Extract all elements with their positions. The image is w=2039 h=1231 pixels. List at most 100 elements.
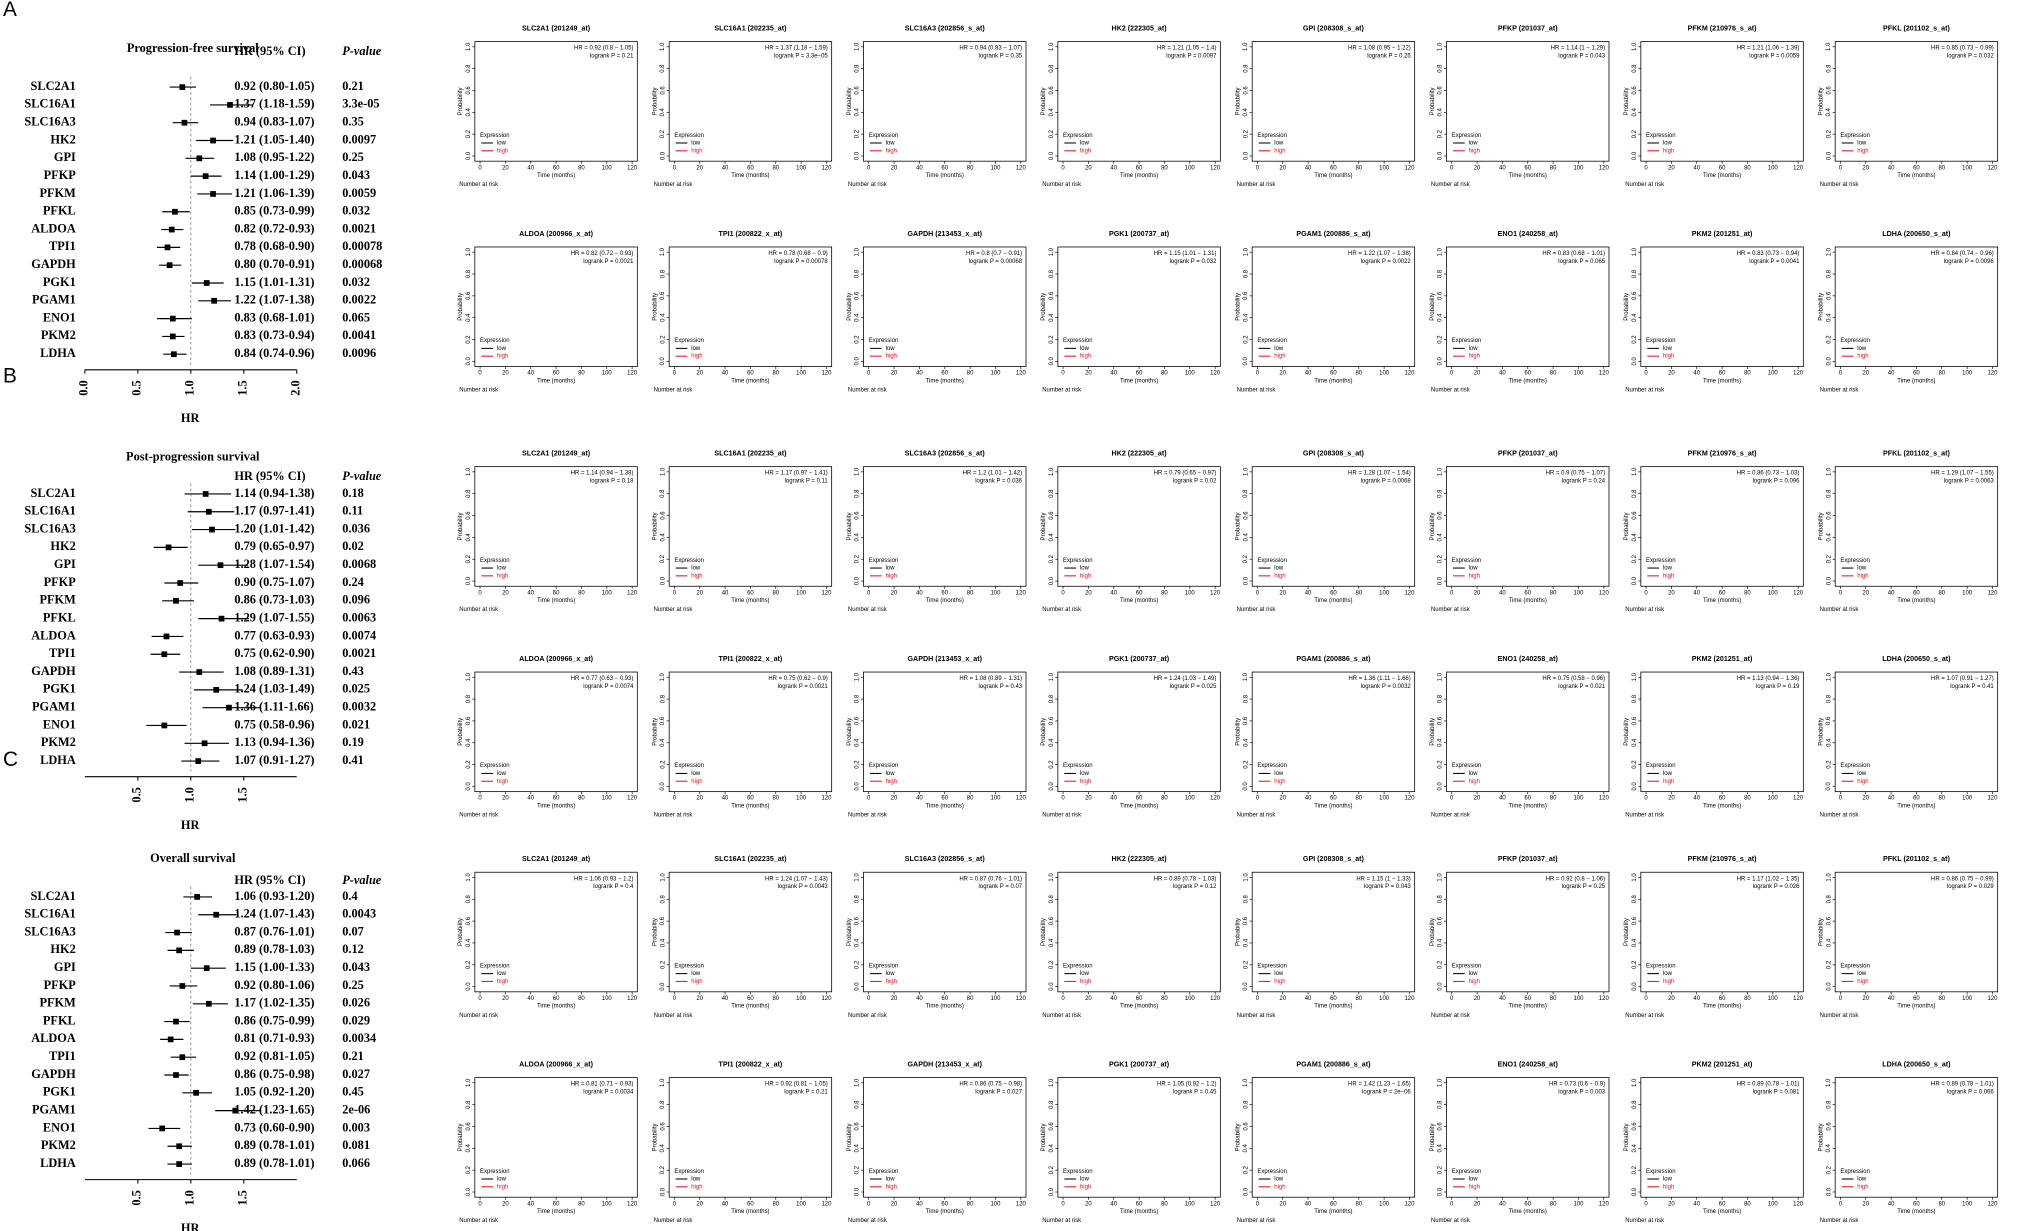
km-y-tick-label: 0.4 — [1049, 533, 1055, 542]
km-y-tick-label: 1.0 — [1632, 467, 1638, 476]
km-x-tick-label: 0 — [1450, 796, 1454, 802]
km-legend-title: Expression — [1452, 963, 1482, 969]
km-y-tick-label: 0.4 — [1438, 533, 1444, 542]
km-x-label: Time (months) — [731, 598, 769, 604]
x-tick-label: 1.5 — [236, 787, 250, 802]
gene-label: TPI1 — [49, 646, 76, 660]
km-p: logrank P = 0.043 — [1558, 53, 1606, 59]
x-tick-label: 1.0 — [183, 1190, 197, 1205]
km-x-tick-label: 80 — [1550, 796, 1557, 802]
km-x-tick-label: 40 — [1110, 996, 1117, 1002]
km-risk-label: Number at risk — [848, 388, 887, 394]
km-risk-label: Number at risk — [1625, 1218, 1664, 1224]
hr-label: 0.92 (0.80-1.05) — [234, 79, 314, 93]
km-x-tick-label: 40 — [1110, 590, 1117, 596]
km-x-tick-label: 120 — [627, 590, 638, 596]
km-title: TPI1 (200822_x_at) — [719, 230, 783, 238]
km-x-tick-label: 60 — [747, 590, 754, 596]
km-y-tick-label: 0.8 — [855, 894, 861, 903]
km-x-tick-label: 60 — [1913, 1201, 1920, 1207]
km-y-label: Probability — [1818, 87, 1824, 115]
km-risk-label: Number at risk — [848, 607, 887, 613]
km-hr: HR = 1.29 (1.07 − 1.55) — [1931, 471, 1994, 477]
km-x-tick-label: 40 — [916, 996, 923, 1002]
gene-label: SLC16A1 — [24, 907, 75, 921]
p-label: 0.066 — [342, 1156, 370, 1170]
km-x-tick-label: 20 — [1474, 165, 1481, 171]
hr-point — [177, 580, 184, 586]
km-y-tick-label: 0.6 — [855, 916, 861, 925]
hr-label: 1.37 (1.18-1.59) — [234, 97, 314, 111]
km-y-tick-label: 0.0 — [660, 151, 666, 160]
km-x-tick-label: 40 — [916, 1201, 923, 1207]
km-x-tick-label: 120 — [821, 796, 832, 802]
km-y-label: Probability — [847, 718, 853, 746]
km-legend-title: Expression — [1257, 963, 1287, 969]
km-legend-title: Expression — [869, 1169, 899, 1175]
km-y-tick-label: 0.6 — [1438, 86, 1444, 95]
km-y-tick-label: 0.6 — [660, 291, 666, 300]
gene-label: ALDOA — [31, 628, 76, 642]
km-y-tick-label: 0.0 — [466, 357, 472, 366]
km-x-tick-label: 0 — [1256, 371, 1260, 377]
km-hr: HR = 1.36 (1.11 − 1.66) — [1348, 676, 1410, 682]
km-x-tick-label: 20 — [1668, 371, 1675, 377]
km-y-tick-label: 0.4 — [1826, 107, 1832, 116]
hr-label: 1.28 (1.07-1.54) — [234, 557, 314, 571]
km-y-tick-label: 0.8 — [466, 894, 472, 903]
km-y-tick-label: 0.6 — [466, 916, 472, 925]
km-title: LDHA (200650_s_at) — [1882, 230, 1951, 238]
hr-point — [174, 929, 180, 936]
km-title: GAPDH (213453_x_at) — [908, 1061, 983, 1069]
km-legend-label: low — [691, 141, 701, 147]
hr-point — [213, 686, 220, 693]
km-legend-label: low — [497, 141, 507, 147]
km-legend-label: low — [1469, 566, 1479, 572]
km-x-tick-label: 40 — [1693, 996, 1700, 1002]
km-x-tick-label: 100 — [1768, 1201, 1779, 1207]
km-risk-label: Number at risk — [459, 182, 498, 188]
km-y-tick-label: 0.2 — [1438, 960, 1444, 969]
p-label: 0.07 — [342, 924, 364, 938]
km-x-tick-label: 80 — [967, 796, 974, 802]
km-x-tick-label: 0 — [1256, 165, 1260, 171]
km-y-label: Probability — [1430, 293, 1436, 321]
km-x-tick-label: 60 — [747, 996, 754, 1002]
hr-label: 0.82 (0.72-0.93) — [234, 221, 314, 235]
hr-point — [205, 508, 212, 515]
km-hr: HR = 0.92 (0.8 − 1.06) — [1546, 876, 1605, 882]
km-hr: HR = 1.08 (0.89 − 1.31) — [959, 676, 1022, 682]
km-risk-label: Number at risk — [848, 182, 887, 188]
hr-label: 0.92 (0.81-1.05) — [234, 1049, 314, 1063]
km-y-tick-label: 1.0 — [1438, 1078, 1444, 1087]
km-p: logrank P = 0.0096 — [1944, 259, 1995, 265]
km-y-tick-label: 0.2 — [1438, 760, 1444, 769]
km-y-tick-label: 0.4 — [1049, 107, 1055, 116]
km-legend-title: Expression — [480, 133, 510, 139]
km-p: logrank P = 0.029 — [1947, 884, 1995, 890]
km-x-tick-label: 20 — [891, 590, 898, 596]
km-x-tick-label: 40 — [916, 371, 923, 377]
km-legend-label: high — [1663, 779, 1674, 785]
km-y-tick-label: 0.6 — [1826, 916, 1832, 925]
km-title: GAPDH (213453_x_at) — [908, 655, 983, 663]
km-legend-label: high — [497, 979, 508, 985]
km-x-tick-label: 100 — [602, 796, 613, 802]
km-legend-label: high — [1274, 779, 1285, 785]
km-y-tick-label: 0.8 — [1632, 894, 1638, 903]
km-legend-label: high — [886, 979, 897, 985]
km-x-label: Time (months) — [1120, 1004, 1158, 1010]
km-x-tick-label: 40 — [1499, 165, 1506, 171]
km-y-label: Probability — [847, 513, 853, 541]
km-y-tick-label: 0.4 — [855, 107, 861, 116]
hr-label: 0.75 (0.62-0.90) — [234, 646, 314, 660]
km-x-tick-label: 20 — [1862, 371, 1869, 377]
km-p: logrank P = 0.032 — [1947, 53, 1995, 59]
km-legend-title: Expression — [480, 963, 510, 969]
km-title: GAPDH (213453_x_at) — [908, 230, 983, 238]
km-x-tick-label: 20 — [1668, 996, 1675, 1002]
km-y-tick-label: 0.4 — [466, 107, 472, 116]
gene-label: TPI1 — [49, 1049, 76, 1063]
km-x-tick-label: 60 — [747, 1201, 754, 1207]
km-y-tick-label: 1.0 — [660, 1078, 666, 1087]
